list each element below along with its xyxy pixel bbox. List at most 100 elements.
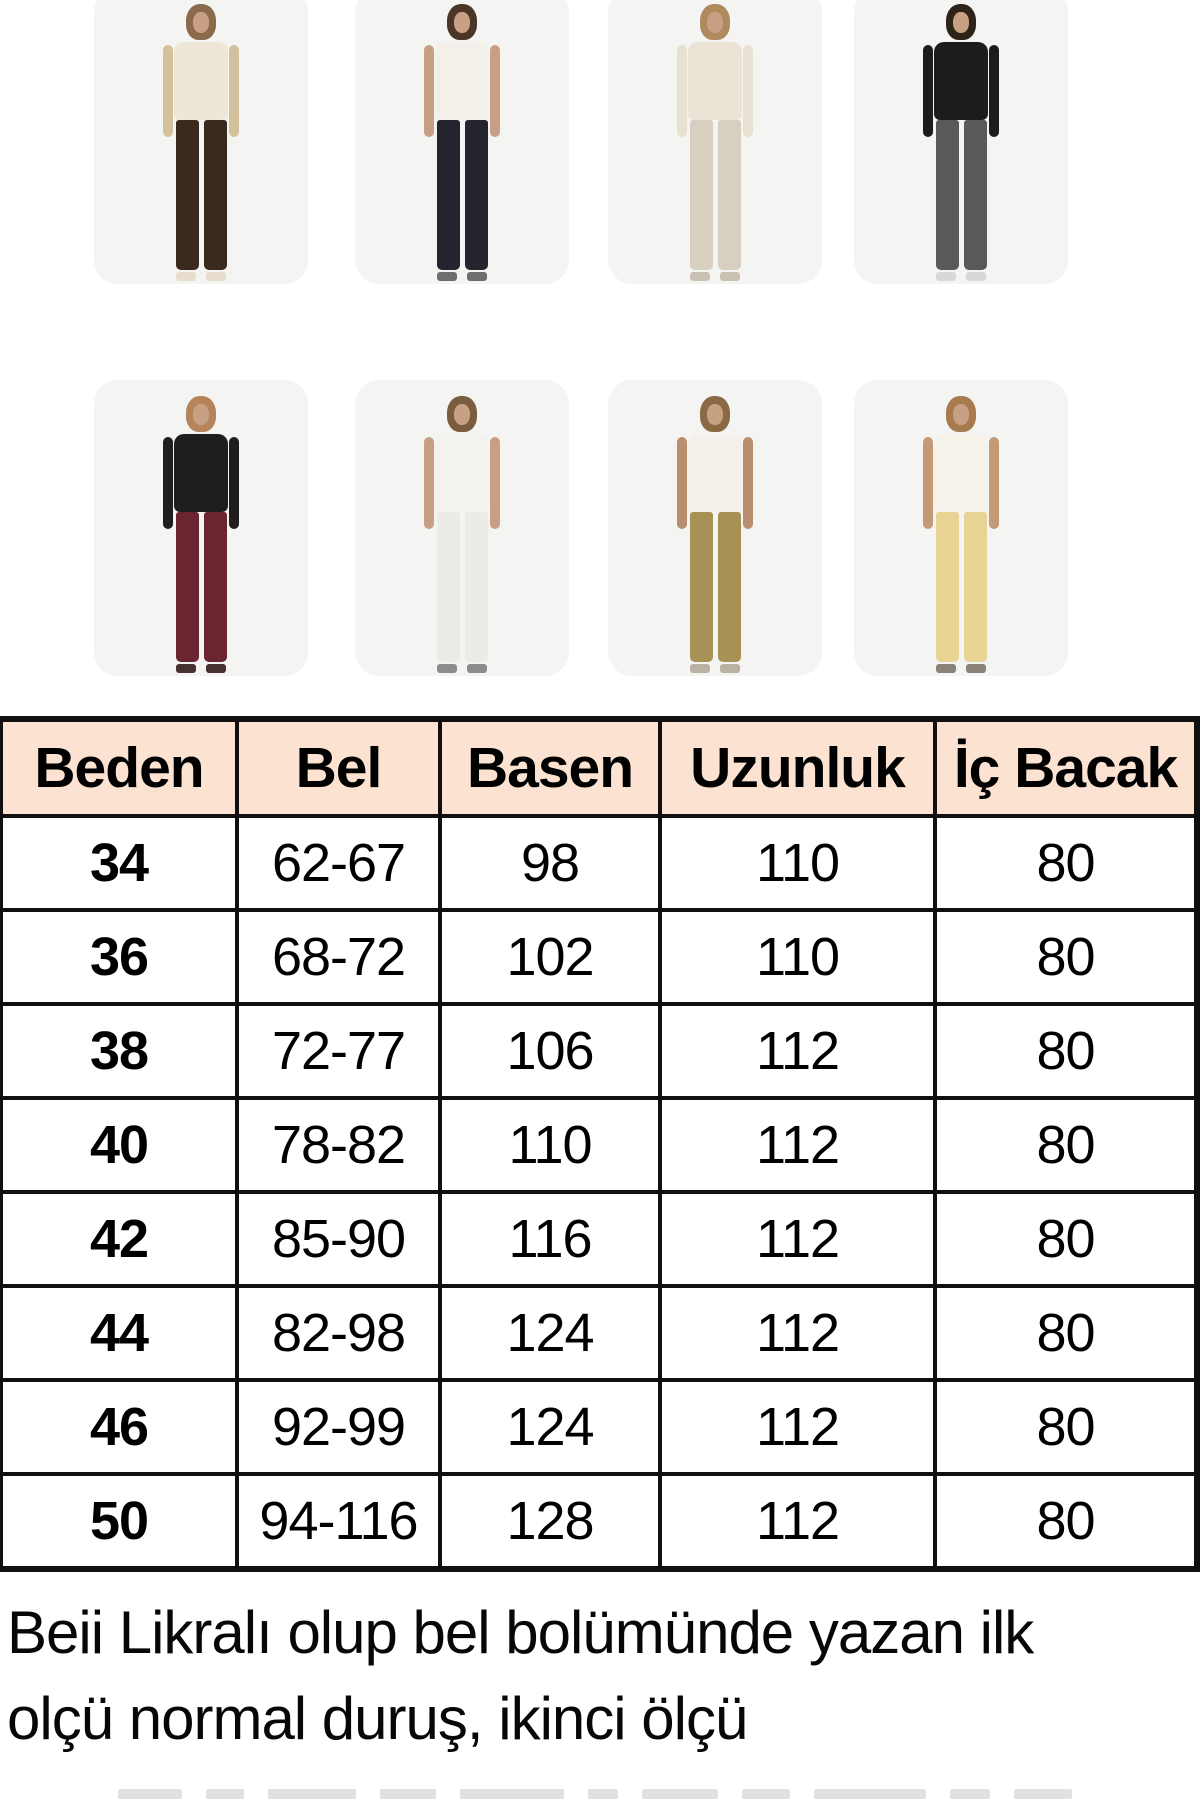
model-shoes (176, 664, 226, 673)
col-header-beden: Beden (0, 717, 239, 818)
model-top (677, 434, 753, 529)
cell-ic-bacak: 80 (933, 1096, 1199, 1194)
model-pants (175, 120, 227, 270)
cutoff-text-remnant (118, 1789, 1072, 1799)
cell-beden: 50 (0, 1472, 239, 1571)
cell-uzunluk: 112 (658, 1002, 937, 1100)
cell-uzunluk: 112 (658, 1190, 937, 1288)
table-row-size-46: 46 92-99 124 112 80 (0, 1378, 1199, 1476)
cell-basen: 106 (438, 1002, 662, 1100)
product-photo-1[interactable] (94, 0, 308, 284)
cell-basen: 102 (438, 908, 662, 1006)
model-shoes (176, 272, 226, 281)
table-row-size-42: 42 85-90 116 112 80 (0, 1190, 1199, 1288)
cell-ic-bacak: 80 (933, 1002, 1199, 1100)
table-header-row: Beden Bel Basen Uzunluk İç Bacak (0, 717, 1199, 818)
cell-basen: 110 (438, 1096, 662, 1194)
cell-beden: 42 (0, 1190, 239, 1288)
size-chart-table: Beden Bel Basen Uzunluk İç Bacak 34 62-6… (0, 716, 1200, 1572)
cell-uzunluk: 112 (658, 1284, 937, 1382)
cell-ic-bacak: 80 (933, 1190, 1199, 1288)
cell-uzunluk: 110 (658, 908, 937, 1006)
model-pants (175, 512, 227, 662)
product-photo-4[interactable] (854, 0, 1068, 284)
model-head (447, 4, 477, 40)
cell-uzunluk: 112 (658, 1378, 937, 1476)
cell-beden: 34 (0, 814, 239, 912)
product-photo-2[interactable] (355, 0, 569, 284)
table-row-size-44: 44 82-98 124 112 80 (0, 1284, 1199, 1382)
model-head (700, 396, 730, 432)
size-note-line-1: Beii Likralı olup bel bolümünde yazan il… (7, 1599, 1034, 1666)
cell-uzunluk: 112 (658, 1096, 937, 1194)
table-row-size-38: 38 72-77 106 112 80 (0, 1002, 1199, 1100)
model-top (424, 42, 500, 137)
model-pants (689, 512, 741, 662)
model-figure (906, 396, 1016, 673)
cell-bel: 78-82 (235, 1096, 442, 1194)
model-top (677, 42, 753, 137)
cell-uzunluk: 110 (658, 814, 937, 912)
model-head (946, 396, 976, 432)
cell-ic-bacak: 80 (933, 1378, 1199, 1476)
cell-basen: 116 (438, 1190, 662, 1288)
model-top (923, 434, 999, 529)
model-head (946, 4, 976, 40)
cell-beden: 38 (0, 1002, 239, 1100)
product-photo-5[interactable] (94, 380, 308, 676)
col-header-uzunluk: Uzunluk (658, 717, 937, 818)
model-shoes (936, 272, 986, 281)
model-figure (660, 396, 770, 673)
table-row-size-36: 36 68-72 102 110 80 (0, 908, 1199, 1006)
cell-basen: 128 (438, 1472, 662, 1571)
table-row-size-40: 40 78-82 110 112 80 (0, 1096, 1199, 1194)
cell-ic-bacak: 80 (933, 1284, 1199, 1382)
model-shoes (936, 664, 986, 673)
product-photo-8[interactable] (854, 380, 1068, 676)
cell-bel: 85-90 (235, 1190, 442, 1288)
product-photo-3[interactable] (608, 0, 822, 284)
model-shoes (690, 272, 740, 281)
table-row-size-50: 50 94-116 128 112 80 (0, 1472, 1199, 1571)
cell-basen: 124 (438, 1378, 662, 1476)
model-figure (407, 396, 517, 673)
model-figure (146, 4, 256, 281)
cell-ic-bacak: 80 (933, 1472, 1199, 1571)
model-figure (407, 4, 517, 281)
cell-bel: 68-72 (235, 908, 442, 1006)
col-header-ic-bacak: İç Bacak (933, 717, 1199, 818)
model-figure (906, 4, 1016, 281)
model-head (447, 396, 477, 432)
cell-beden: 40 (0, 1096, 239, 1194)
cell-beden: 46 (0, 1378, 239, 1476)
col-header-basen: Basen (438, 717, 662, 818)
model-shoes (437, 664, 487, 673)
product-photo-7[interactable] (608, 380, 822, 676)
model-pants (436, 512, 488, 662)
model-figure (660, 4, 770, 281)
cell-bel: 72-77 (235, 1002, 442, 1100)
cell-bel: 82-98 (235, 1284, 442, 1382)
cell-basen: 98 (438, 814, 662, 912)
model-head (186, 396, 216, 432)
cell-bel: 62-67 (235, 814, 442, 912)
cell-bel: 94-116 (235, 1472, 442, 1571)
cell-beden: 44 (0, 1284, 239, 1382)
model-top (163, 42, 239, 137)
model-top (424, 434, 500, 529)
size-note-line-2: olçü normal duruş, ikinci ölçü (7, 1685, 748, 1752)
product-photo-6[interactable] (355, 380, 569, 676)
model-pants (689, 120, 741, 270)
col-header-bel: Bel (235, 717, 442, 818)
model-top (163, 434, 239, 529)
model-head (700, 4, 730, 40)
model-pants (935, 512, 987, 662)
cell-beden: 36 (0, 908, 239, 1006)
cell-ic-bacak: 80 (933, 814, 1199, 912)
table-row-size-34: 34 62-67 98 110 80 (0, 814, 1199, 912)
cell-basen: 124 (438, 1284, 662, 1382)
cell-bel: 92-99 (235, 1378, 442, 1476)
model-shoes (437, 272, 487, 281)
model-head (186, 4, 216, 40)
model-shoes (690, 664, 740, 673)
